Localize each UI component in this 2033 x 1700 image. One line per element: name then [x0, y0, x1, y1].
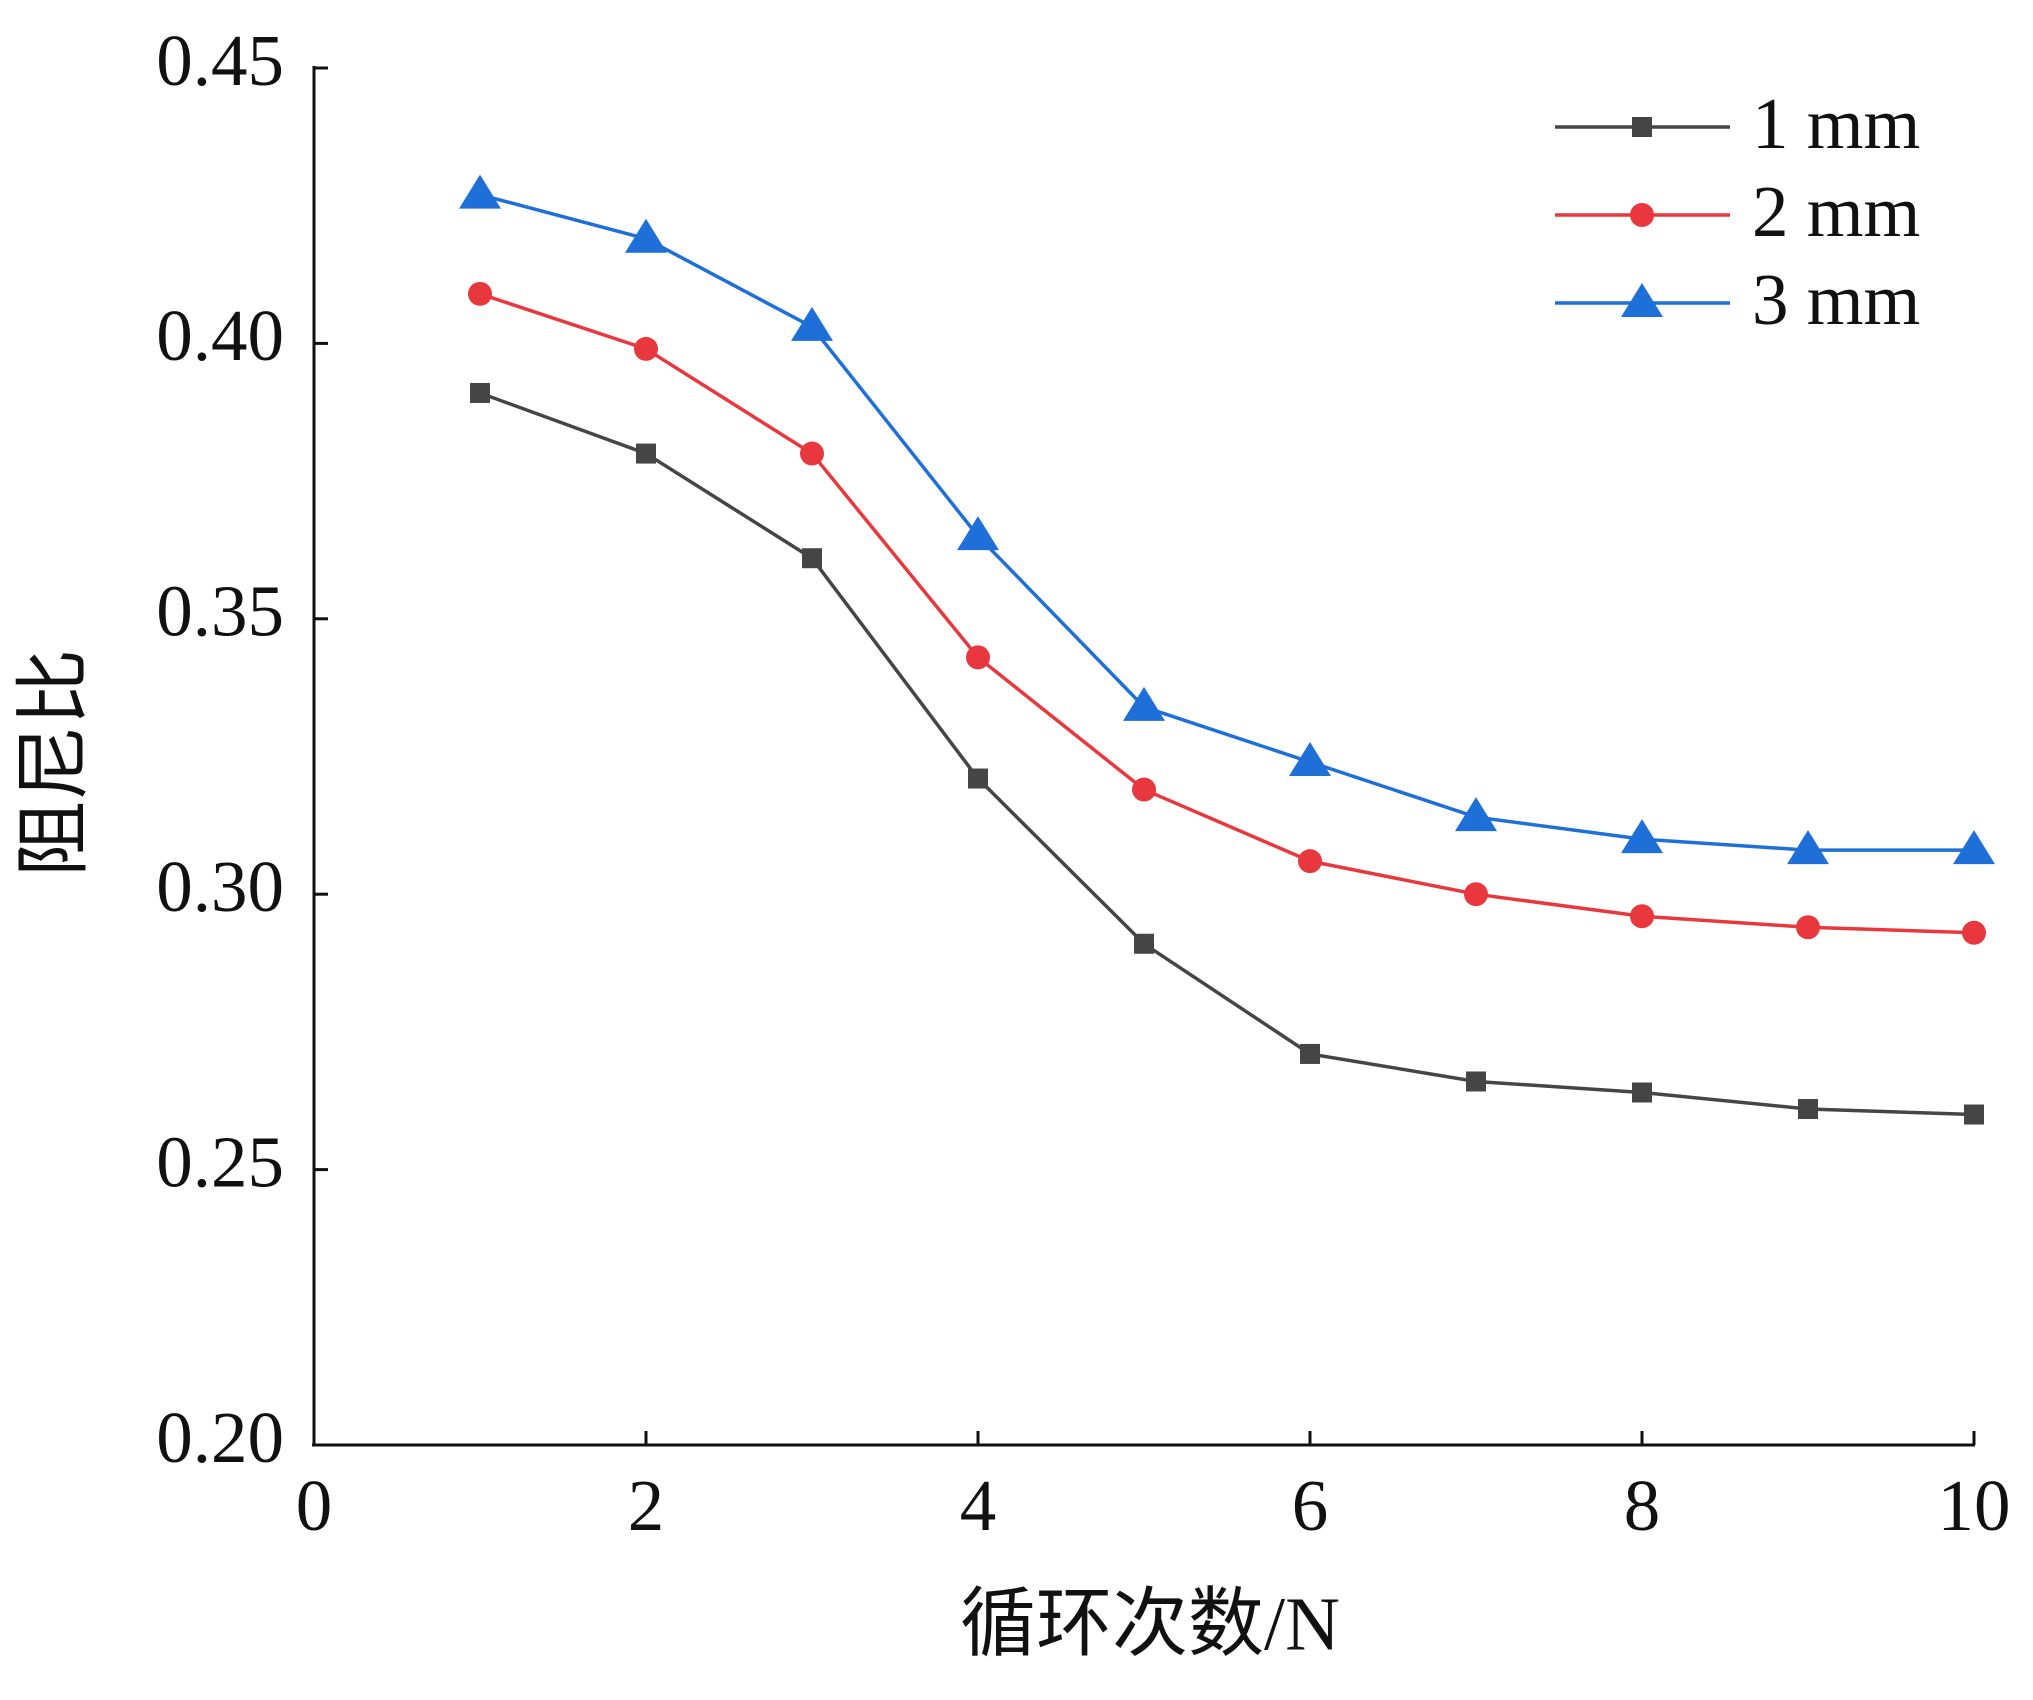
y-tick-label: 0.40 — [156, 295, 284, 376]
legend-label: 2 mm — [1752, 171, 1920, 252]
x-tick-label: 4 — [960, 1465, 997, 1546]
marker — [1298, 849, 1322, 874]
x-tick-label: 10 — [1938, 1465, 2011, 1546]
marker — [1289, 742, 1331, 777]
y-axis-label: 阻尼比 — [12, 649, 96, 877]
marker — [968, 768, 988, 789]
series-line — [479, 391, 1975, 1117]
x-axis-label: 循环次数/N — [960, 1582, 1340, 1666]
x-tick-label: 2 — [628, 1465, 665, 1546]
legend-marker — [1630, 203, 1654, 227]
marker — [957, 516, 999, 551]
marker — [468, 281, 492, 306]
marker — [1621, 819, 1663, 854]
marker — [800, 441, 824, 466]
y-tick-label: 0.30 — [156, 846, 284, 927]
marker — [1455, 797, 1497, 832]
series-line — [479, 192, 1974, 852]
y-tick-label: 0.45 — [156, 20, 284, 101]
marker — [1798, 1099, 1818, 1120]
x-tick-label: 8 — [1624, 1465, 1661, 1546]
y-tick-label: 0.20 — [156, 1397, 284, 1478]
marker — [1953, 830, 1995, 865]
x-tick-label: 0 — [296, 1465, 333, 1546]
marker — [1796, 915, 1820, 940]
marker — [1787, 830, 1829, 865]
marker — [1300, 1043, 1320, 1064]
marker — [625, 218, 667, 253]
marker — [459, 174, 501, 209]
x-tick-label: 6 — [1292, 1465, 1329, 1546]
marker — [1630, 904, 1654, 929]
marker — [791, 306, 833, 341]
marker — [1123, 686, 1165, 721]
marker — [1962, 920, 1986, 945]
legend-label: 1 mm — [1752, 83, 1920, 164]
marker — [966, 645, 990, 670]
y-tick-label: 0.35 — [156, 571, 284, 652]
legend-marker — [1632, 117, 1652, 137]
marker — [1132, 777, 1156, 802]
marker — [1134, 933, 1154, 954]
marker — [1464, 882, 1488, 907]
marker — [470, 382, 490, 403]
y-tick-label: 0.25 — [156, 1121, 284, 1202]
marker — [1964, 1104, 1984, 1125]
marker — [1632, 1082, 1652, 1103]
marker — [634, 336, 658, 361]
legend-label: 3 mm — [1752, 259, 1920, 340]
marker — [802, 548, 822, 569]
marker — [636, 443, 656, 464]
marker — [1466, 1071, 1486, 1092]
legend-marker — [1621, 283, 1663, 317]
series-line — [479, 292, 1975, 935]
